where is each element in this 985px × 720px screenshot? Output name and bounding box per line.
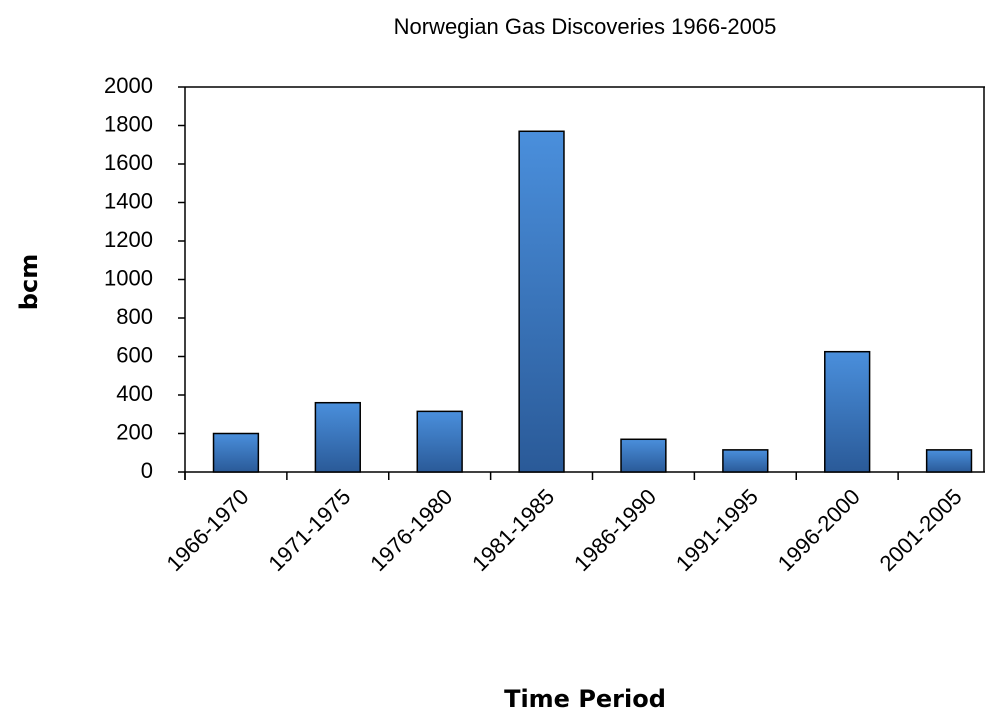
bar	[722, 449, 769, 473]
x-tick-label: 2001-2005	[875, 484, 967, 576]
y-tick-label: 800	[116, 304, 153, 329]
bar	[314, 401, 361, 473]
y-tick-label: 1200	[104, 227, 153, 252]
y-axis-label: bcm	[15, 254, 43, 310]
x-tick-label: 1996-2000	[773, 484, 865, 576]
bar	[620, 438, 667, 473]
x-axis-label: Time Period	[504, 685, 666, 713]
x-tick-label: 1966-1970	[162, 484, 254, 576]
y-tick-label: 1000	[104, 265, 153, 290]
bar	[416, 410, 463, 473]
x-tick-label: 1976-1980	[365, 484, 457, 576]
y-tick-label: 400	[116, 381, 153, 406]
x-tick-label: 1986-1990	[569, 484, 661, 576]
y-tick-label: 200	[116, 419, 153, 444]
bar	[824, 350, 871, 473]
y-tick-label: 1400	[104, 188, 153, 213]
bar	[518, 130, 565, 473]
y-tick-label: 1600	[104, 150, 153, 175]
chart-title: Norwegian Gas Discoveries 1966-2005	[394, 14, 777, 39]
y-tick-label: 0	[141, 458, 153, 483]
x-tick-label: 1991-1995	[671, 484, 763, 576]
x-tick-label: 1981-1985	[467, 484, 559, 576]
y-tick-label: 2000	[104, 73, 153, 98]
y-tick-label: 600	[116, 342, 153, 367]
y-tick-label: 1800	[104, 111, 153, 136]
bar	[212, 432, 260, 473]
bar	[925, 449, 973, 473]
x-tick-label: 1971-1975	[263, 484, 355, 576]
